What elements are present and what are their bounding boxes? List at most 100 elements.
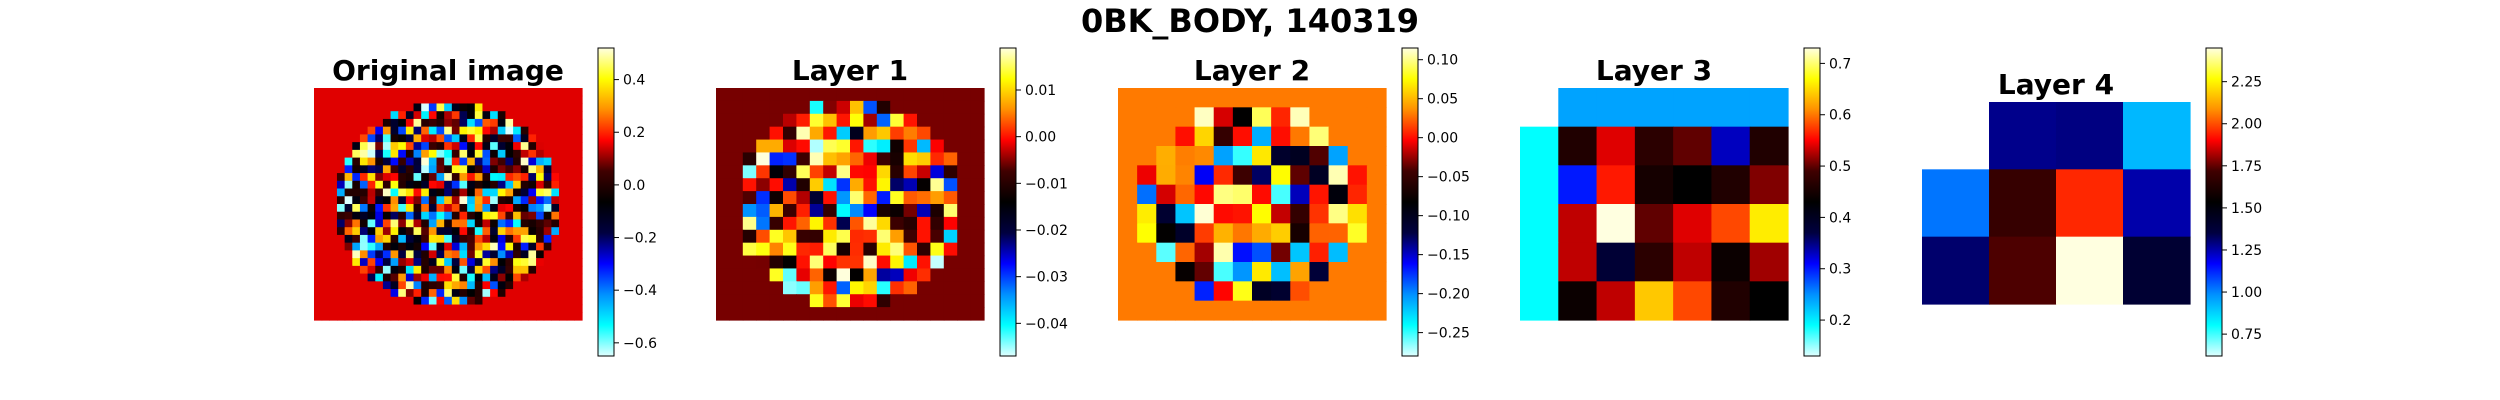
heatmap-cell — [398, 204, 407, 213]
heatmap-cell — [405, 273, 415, 282]
heatmap-cell — [413, 265, 422, 275]
heatmap-cell — [574, 188, 583, 197]
heatmap-cell — [823, 204, 838, 218]
heatmap-cell — [436, 211, 445, 221]
heatmap-cell — [520, 126, 529, 135]
heatmap-cell — [729, 88, 744, 102]
heatmap-cell — [520, 165, 529, 174]
heatmap-cell — [444, 219, 453, 228]
heatmap-cell — [2123, 236, 2191, 305]
heatmap-cell — [559, 149, 568, 159]
heatmap-cell — [382, 304, 392, 313]
heatmap-cell — [566, 312, 575, 321]
heatmap-cell — [903, 139, 918, 154]
heatmap-cell — [367, 165, 376, 174]
heatmap-cell — [536, 234, 545, 244]
heatmap-cell — [1137, 300, 1157, 321]
heatmap-cell — [917, 152, 931, 166]
heatmap-cell — [1118, 242, 1138, 263]
heatmap-cell — [451, 126, 461, 135]
heatmap-cell — [344, 180, 353, 190]
heatmap-cell — [836, 100, 851, 115]
heatmap-cell — [497, 304, 507, 313]
colorbar-tick-label: 0.3 — [1829, 262, 1851, 278]
heatmap-cell — [314, 134, 323, 143]
heatmap-cell — [459, 296, 468, 306]
heatmap-cell — [551, 211, 560, 221]
heatmap-cell — [413, 103, 422, 112]
heatmap-cell — [444, 173, 453, 182]
heatmap-cell — [329, 165, 338, 174]
heatmap-cell — [467, 88, 476, 97]
heatmap-cell — [729, 152, 744, 166]
heatmap-cell — [1922, 169, 1990, 238]
heatmap-cell — [467, 211, 476, 221]
heatmap-cell — [359, 111, 369, 120]
heatmap-cell — [513, 165, 522, 174]
heatmap-cell — [729, 242, 744, 257]
heatmap-cell — [769, 165, 784, 179]
heatmap-cell — [543, 304, 552, 313]
heatmap-cell — [520, 265, 529, 275]
heatmap-cell — [970, 294, 985, 308]
heatmap-cell — [421, 149, 430, 159]
heatmap-cell — [436, 95, 445, 105]
heatmap-cell — [543, 265, 552, 275]
heatmap-cell — [876, 216, 891, 231]
heatmap-cell — [543, 289, 552, 298]
colorbar: 0.010.00−0.01−0.02−0.03−0.04 — [999, 47, 1068, 357]
heatmap-cell — [566, 111, 575, 120]
heatmap-cell — [528, 304, 537, 313]
heatmap-cell — [1347, 88, 1368, 108]
heatmap-cell — [2056, 102, 2124, 170]
heatmap-cell — [943, 268, 958, 282]
heatmap-cell — [467, 273, 476, 282]
heatmap-cell — [957, 100, 972, 115]
heatmap-cell — [1137, 165, 1157, 186]
heatmap-cell — [482, 227, 491, 236]
heatmap-cell — [943, 178, 958, 192]
heatmap-cell — [336, 312, 346, 321]
heatmap-cell — [566, 188, 575, 197]
heatmap-cell — [528, 258, 537, 267]
heatmap-cell — [398, 88, 407, 97]
heatmap-cell — [756, 152, 771, 166]
heatmap-cell — [528, 165, 537, 174]
heatmap-cell — [742, 152, 757, 166]
heatmap-cell — [436, 111, 445, 120]
heatmap-cell — [574, 265, 583, 275]
heatmap-cell — [1328, 88, 1349, 108]
heatmap-cell — [520, 242, 529, 251]
heatmap-cell — [742, 113, 757, 128]
heatmap-cell — [1366, 126, 1387, 147]
heatmap-cell — [421, 165, 430, 174]
heatmap-cell — [930, 281, 945, 295]
heatmap-cell — [505, 173, 514, 182]
heatmap-cell — [536, 204, 545, 213]
heatmap-cell — [421, 103, 430, 112]
heatmap-cell — [1711, 88, 1751, 128]
heatmap-cell — [428, 227, 438, 236]
heatmap-cell — [451, 289, 461, 298]
heatmap-cell — [474, 196, 484, 205]
heatmap-cell — [413, 196, 422, 205]
heatmap-cell — [336, 211, 346, 221]
heatmap-cell — [1232, 242, 1253, 263]
heatmap-cell — [513, 227, 522, 236]
heatmap-cell — [390, 234, 399, 244]
heatmap-cell — [352, 227, 361, 236]
heatmap-cell — [823, 126, 838, 141]
heatmap-cell — [329, 126, 338, 135]
heatmap-cell — [444, 180, 453, 190]
heatmap-cell — [413, 118, 422, 128]
heatmap-cell — [796, 294, 811, 308]
heatmap-cell — [1213, 165, 1234, 186]
heatmap-cell — [769, 88, 784, 102]
heatmap-cell — [428, 258, 438, 267]
heatmap-cell — [390, 273, 399, 282]
heatmap-cell — [566, 165, 575, 174]
heatmap-cell — [756, 307, 771, 321]
heatmap-cell — [543, 142, 552, 151]
colorbar-tick-label: 0.6 — [1829, 108, 1851, 124]
heatmap-cell — [459, 289, 468, 298]
